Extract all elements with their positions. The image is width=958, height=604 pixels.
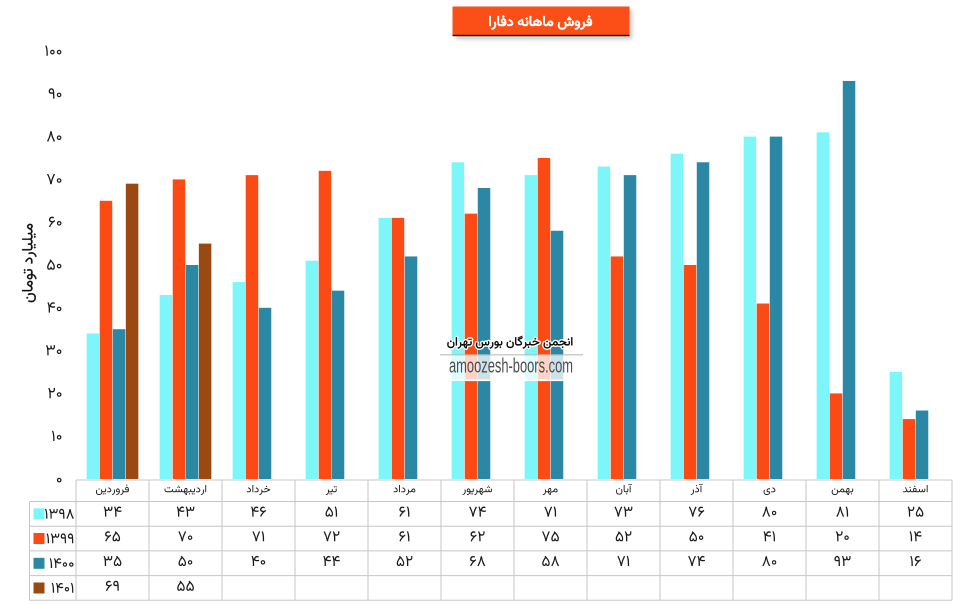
- svg-text:amoozesh-boors.com: amoozesh-boors.com: [449, 354, 573, 377]
